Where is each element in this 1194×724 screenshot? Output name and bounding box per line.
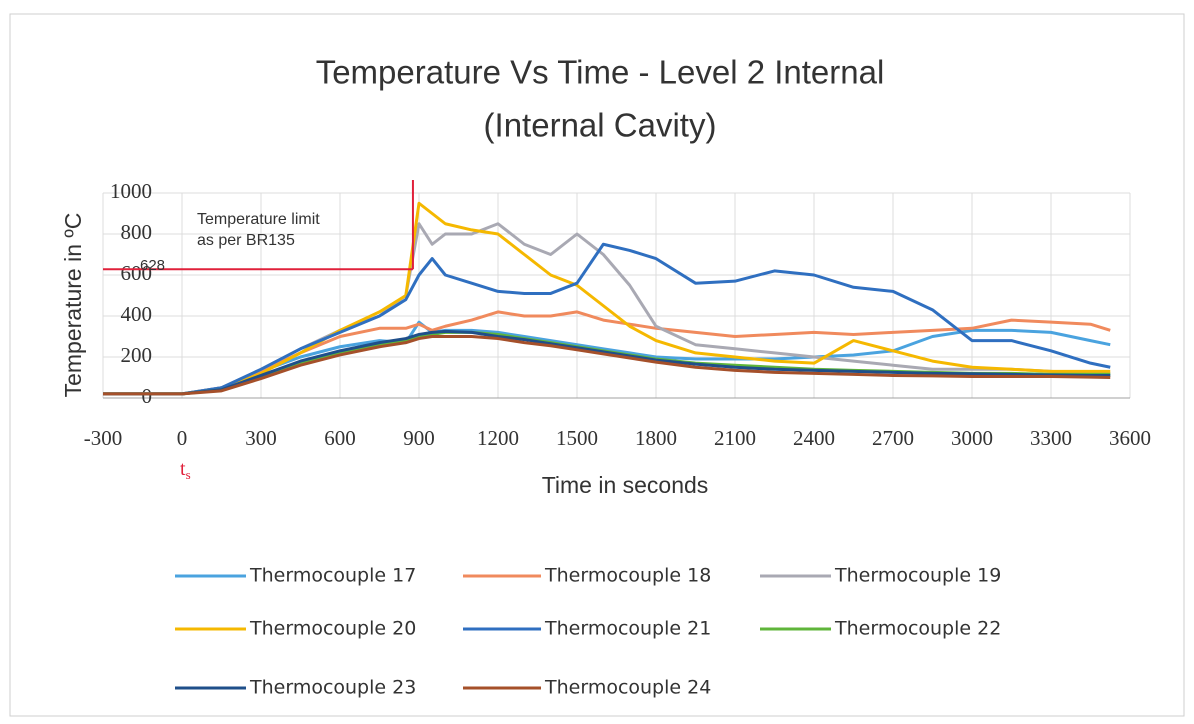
- x-tick-label: 600: [324, 426, 356, 450]
- y-tick-label: 600: [121, 261, 153, 285]
- legend-label: Thermocouple 22: [834, 618, 1001, 640]
- chart-title: Temperature Vs Time - Level 2 Internal: [316, 54, 885, 91]
- y-tick-label: 400: [121, 302, 153, 326]
- x-tick-label: 2400: [793, 426, 835, 450]
- legend-label: Thermocouple 20: [249, 618, 416, 640]
- legend-label: Thermocouple 17: [249, 565, 416, 587]
- x-tick-label: 1200: [477, 426, 519, 450]
- series-line: [103, 201, 1111, 396]
- y-axis-label: Temperature in ºC: [60, 213, 86, 398]
- annotation: Temperature limit: [197, 211, 320, 228]
- x-tick-label: 300: [245, 426, 277, 450]
- legend-label: Thermocouple 19: [834, 565, 1001, 587]
- x-tick-label: 1500: [556, 426, 598, 450]
- legend-label: Thermocouple 24: [544, 677, 711, 699]
- y-tick-label: 0: [142, 384, 153, 408]
- x-tick-label: 2700: [872, 426, 914, 450]
- x-tick-label: 2100: [714, 426, 756, 450]
- y-tick-label: 1000: [110, 179, 152, 203]
- legend-label: Thermocouple 23: [249, 677, 416, 699]
- x-tick-label: 3600: [1109, 426, 1151, 450]
- x-axis-label: Time in seconds: [542, 472, 709, 498]
- y-tick-label: 800: [121, 220, 153, 244]
- x-marker-label: ts: [180, 458, 191, 482]
- x-tick-label: -300: [84, 426, 123, 450]
- annotation: as per BR135: [197, 232, 295, 249]
- series-line: [103, 335, 1111, 396]
- legend-label: Thermocouple 21: [544, 618, 711, 640]
- x-tick-label: 900: [403, 426, 435, 450]
- chart-frame: [9, 13, 1185, 717]
- limit-label: 628: [140, 257, 165, 274]
- y-tick-label: 200: [121, 343, 153, 367]
- legend-label: Thermocouple 18: [544, 565, 711, 587]
- chart-subtitle: (Internal Cavity): [484, 107, 717, 144]
- x-marker-base: t: [180, 458, 186, 480]
- x-tick-label: 1800: [635, 426, 677, 450]
- x-tick-label: 0: [177, 426, 188, 450]
- series-line: [103, 320, 1111, 396]
- series-line: [103, 242, 1111, 396]
- x-tick-label: 3000: [951, 426, 993, 450]
- x-tick-label: 3300: [1030, 426, 1072, 450]
- x-marker-sub: s: [186, 467, 191, 482]
- series-line: [103, 329, 1111, 396]
